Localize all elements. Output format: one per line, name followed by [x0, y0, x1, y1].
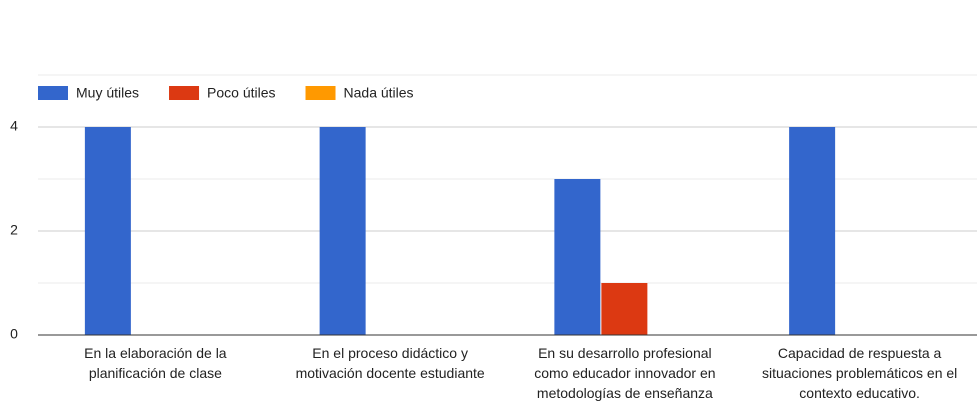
legend-swatch: [305, 86, 336, 100]
x-tick-label: En la elaboración de la planificación de…: [84, 345, 227, 381]
y-tick-label: 2: [10, 222, 18, 238]
legend-swatch: [38, 86, 68, 100]
legend-label: Poco útiles: [207, 85, 275, 101]
x-tick-label: Capacidad de respuesta a situaciones pro…: [761, 345, 958, 401]
y-tick-label: 0: [10, 326, 18, 342]
bar: [554, 179, 601, 335]
legend-label: Nada útiles: [344, 85, 414, 101]
legend-label: Muy útiles: [76, 85, 139, 101]
x-tick-label: En su desarrollo profesional como educad…: [534, 345, 716, 401]
x-tick-label: En el proceso didáctico y motivación doc…: [295, 345, 485, 381]
bar: [789, 127, 836, 335]
legend-swatch: [169, 86, 200, 100]
bar: [601, 283, 648, 335]
bar: [319, 127, 366, 335]
bar: [84, 127, 131, 335]
y-tick-label: 4: [10, 118, 18, 134]
